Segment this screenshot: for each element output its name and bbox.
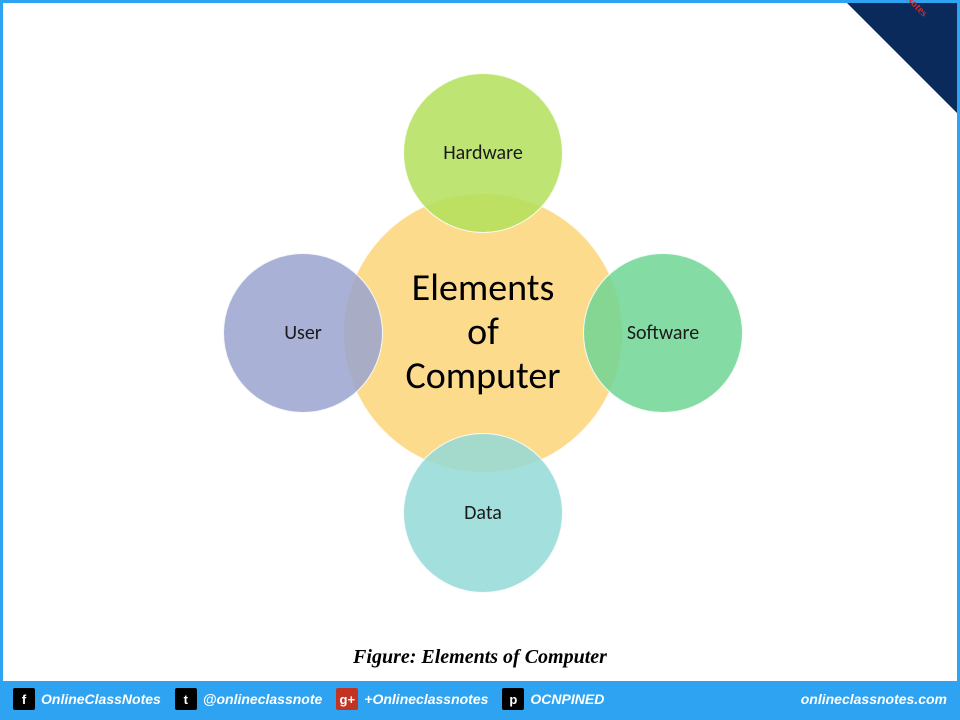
social-twitter: t @onlineclassnote	[175, 688, 322, 710]
node-software: Software	[583, 253, 743, 413]
footer-bar: f OnlineClassNotes t @onlineclassnote g+…	[3, 681, 957, 717]
pinterest-icon: p	[502, 688, 524, 710]
center-node: ElementsofComputer	[343, 193, 623, 473]
pinterest-handle: OCNPINED	[530, 691, 604, 707]
node-user: User	[223, 253, 383, 413]
facebook-icon: f	[13, 688, 35, 710]
social-googleplus: g+ +Onlineclassnotes	[336, 688, 488, 710]
facebook-handle: OnlineClassNotes	[41, 691, 161, 707]
node-hardware: Hardware	[403, 73, 563, 233]
googleplus-icon: g+	[336, 688, 358, 710]
googleplus-handle: +Onlineclassnotes	[364, 691, 488, 707]
node-data: Data	[403, 433, 563, 593]
footer-site: onlineclassnotes.com	[801, 691, 947, 707]
twitter-icon: t	[175, 688, 197, 710]
twitter-handle: @onlineclassnote	[203, 691, 322, 707]
social-facebook: f OnlineClassNotes	[13, 688, 161, 710]
slide-frame: Online Class Notes ElementsofComputer Ha…	[0, 0, 960, 720]
diagram-area: ElementsofComputer Hardware Software Dat…	[3, 3, 957, 643]
social-pinterest: p OCNPINED	[502, 688, 604, 710]
figure-caption: Figure: Elements of Computer	[3, 646, 957, 669]
